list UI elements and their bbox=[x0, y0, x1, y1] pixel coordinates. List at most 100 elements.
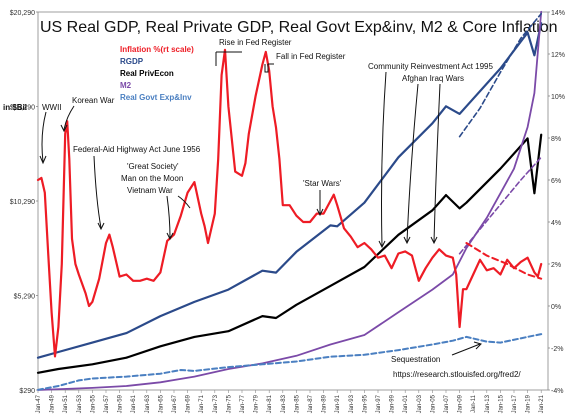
x-tick-label: Jan-21 bbox=[539, 394, 545, 413]
x-tick-label: Jan-83 bbox=[281, 394, 287, 413]
annotation-rise-fed: Rise in Fed Register bbox=[219, 38, 292, 47]
x-tick-label: Jan-63 bbox=[145, 394, 151, 413]
x-tick-label: Jan-93 bbox=[349, 394, 355, 413]
right-tick-label: -2% bbox=[551, 346, 563, 353]
x-tick-label: Jan-79 bbox=[254, 394, 260, 413]
series-line-real-govt-exp-inv bbox=[37, 333, 543, 391]
y-axis-label: in $Bil bbox=[3, 103, 27, 112]
x-tick-label: Jan-95 bbox=[362, 394, 368, 413]
bracket-fall-fed bbox=[264, 63, 274, 73]
arrow-cra bbox=[381, 71, 387, 247]
x-tick-label: Jan-05 bbox=[430, 394, 436, 413]
chart-title: US Real GDP, Real Private GDP, Real Govt… bbox=[40, 19, 558, 36]
series-layer bbox=[36, 10, 543, 391]
x-tick-label: Jan-87 bbox=[308, 394, 314, 413]
x-tick-label: Jan-51 bbox=[63, 394, 69, 413]
x-tick-label: Jan-75 bbox=[226, 394, 232, 413]
annotations: WWII Korean War Federal-Aid Highway Act … bbox=[39, 38, 521, 379]
series-line-m2 bbox=[458, 156, 542, 255]
legend-rgdp: RGDP bbox=[120, 57, 144, 66]
x-tick-label: Jan-09 bbox=[458, 394, 464, 413]
x-tick-label: Jan-17 bbox=[512, 394, 518, 413]
legend-real-govt: Real Govt Exp&Inv bbox=[120, 93, 192, 102]
legend-real-privecon: Real PrivEcon bbox=[120, 69, 174, 78]
series-line-rgdp bbox=[36, 22, 543, 359]
legend: Inflation %(rt scale) RGDP Real PrivEcon… bbox=[120, 45, 194, 102]
x-tick-label: Jan-61 bbox=[131, 394, 137, 413]
x-tick-label: Jan-57 bbox=[104, 394, 110, 413]
arrowhead-vietnam bbox=[166, 232, 174, 241]
right-tick-label: 2% bbox=[551, 262, 561, 269]
x-tick-label: Jan-65 bbox=[158, 394, 164, 413]
annotation-wwii: WWII bbox=[42, 103, 62, 112]
x-tick-label: Jan-49 bbox=[50, 394, 56, 413]
right-tick-label: -4% bbox=[551, 388, 563, 395]
arrow-highway-act bbox=[93, 155, 102, 229]
x-tick-label: Jan-91 bbox=[335, 394, 341, 413]
x-tick-label: Jan-07 bbox=[444, 394, 450, 413]
x-axis-ticks: Jan-47 Jan-49 Jan-51 Jan-53 Jan-55 Jan-57 Jan-… bbox=[36, 390, 545, 413]
x-tick-label: Jan-13 bbox=[485, 394, 491, 413]
arrowhead-star-wars bbox=[316, 208, 324, 217]
x-tick-label: Jan-55 bbox=[90, 394, 96, 413]
source-url: https://research.stlouisfed.org/fred2/ bbox=[393, 370, 521, 379]
arrow-afghan bbox=[406, 83, 419, 243]
left-tick-label: $290 bbox=[19, 388, 35, 395]
arrowhead-iraq bbox=[430, 236, 438, 245]
series-line-m2 bbox=[37, 10, 543, 391]
arrow-vietnam bbox=[166, 195, 171, 239]
annotation-great-society: 'Great Society' bbox=[127, 162, 179, 171]
annotation-moon: Man on the Moon bbox=[121, 174, 183, 183]
right-tick-label: 14% bbox=[551, 10, 565, 17]
series-line-inflation-rt-scale- bbox=[465, 242, 543, 280]
arrowhead-afghan bbox=[403, 236, 411, 245]
arrow-korean-war bbox=[63, 105, 75, 131]
x-tick-label: Jan-67 bbox=[172, 394, 178, 413]
x-tick-label: Jan-03 bbox=[417, 394, 423, 413]
x-tick-label: Jan-11 bbox=[471, 394, 477, 413]
left-tick-label: $10,290 bbox=[10, 199, 35, 206]
arrow-iraq bbox=[433, 83, 441, 243]
arrowhead-highway-act bbox=[97, 222, 105, 231]
x-tick-label: Jan-69 bbox=[186, 394, 192, 413]
annotation-korean-war: Korean War bbox=[72, 96, 115, 105]
right-tick-label: 4% bbox=[551, 220, 561, 227]
x-tick-label: Jan-71 bbox=[199, 394, 205, 413]
x-tick-label: Jan-19 bbox=[526, 394, 532, 413]
bracket-rise-fed bbox=[215, 51, 242, 66]
x-tick-label: Jan-59 bbox=[118, 394, 124, 413]
right-tick-label: 6% bbox=[551, 178, 561, 185]
x-tick-label: Jan-73 bbox=[213, 394, 219, 413]
x-tick-label: Jan-81 bbox=[267, 394, 273, 413]
annotation-vietnam: Vietnam War bbox=[127, 186, 173, 195]
x-tick-label: Jan-97 bbox=[376, 394, 382, 413]
arrow-sequestration bbox=[451, 343, 481, 356]
x-tick-label: Jan-01 bbox=[403, 394, 409, 413]
arrowhead-sequestration bbox=[473, 341, 482, 350]
legend-inflation: Inflation %(rt scale) bbox=[120, 45, 194, 54]
left-tick-label: $5,290 bbox=[14, 294, 36, 301]
arrowhead-korean-war bbox=[60, 124, 68, 133]
arrow-wwii bbox=[41, 111, 47, 163]
annotation-afghan-iraq: Afghan Iraq Wars bbox=[402, 74, 464, 83]
annotation-fall-fed: Fall in Fed Register bbox=[276, 52, 346, 61]
series-line-inflation-rt-scale- bbox=[36, 48, 543, 358]
right-axis-ticks: 14% 12% 10% 8% 6% 4% 2% 0% -2% -4% bbox=[548, 10, 565, 395]
right-tick-label: 12% bbox=[551, 52, 565, 59]
arrowhead-wwii bbox=[39, 155, 47, 165]
annotation-star-wars: 'Star Wars' bbox=[303, 179, 342, 188]
x-tick-label: Jan-89 bbox=[322, 394, 328, 413]
right-tick-label: 8% bbox=[551, 136, 561, 143]
x-tick-label: Jan-15 bbox=[498, 394, 504, 413]
series-line-rgdp bbox=[458, 12, 542, 138]
left-tick-label: $15,290 bbox=[10, 105, 35, 112]
annotation-sequestration: Sequestration bbox=[391, 355, 440, 364]
series-line-real-privecon bbox=[36, 133, 543, 374]
x-tick-label: Jan-85 bbox=[294, 394, 300, 413]
right-tick-label: 0% bbox=[551, 304, 561, 311]
arrow-moon bbox=[177, 195, 191, 209]
left-tick-label: $20,290 bbox=[10, 10, 35, 17]
right-tick-label: 10% bbox=[551, 94, 565, 101]
